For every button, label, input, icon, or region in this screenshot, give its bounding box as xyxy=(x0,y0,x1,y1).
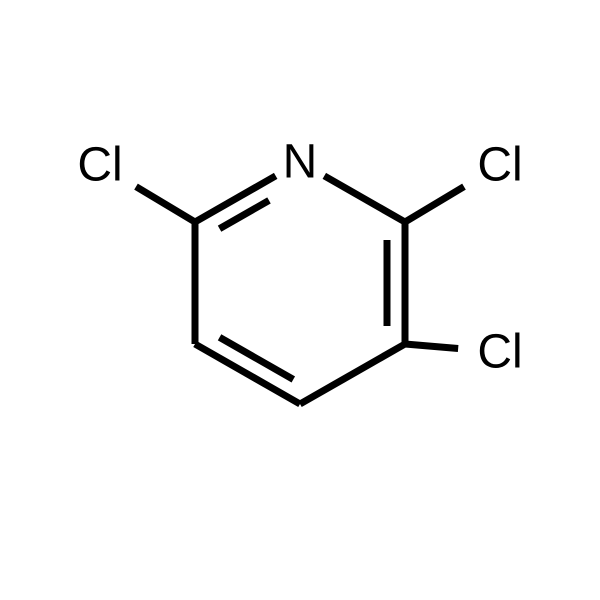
bond-line xyxy=(300,344,405,404)
atom-label-cl2: Cl xyxy=(477,139,522,192)
bond-line xyxy=(405,187,464,222)
atom-label-n: N xyxy=(283,136,318,189)
bond-line xyxy=(136,187,195,222)
bonds-layer xyxy=(136,176,464,404)
bond-line xyxy=(324,176,405,222)
molecule-diagram: N Cl Cl Cl xyxy=(0,0,600,600)
atom-label-cl3: Cl xyxy=(477,326,522,379)
bond-line xyxy=(195,176,276,222)
atom-label-cl6: Cl xyxy=(77,139,122,192)
bond-line xyxy=(405,344,458,348)
bond-line xyxy=(220,337,294,379)
atom-labels-layer: N Cl Cl Cl xyxy=(77,136,522,379)
